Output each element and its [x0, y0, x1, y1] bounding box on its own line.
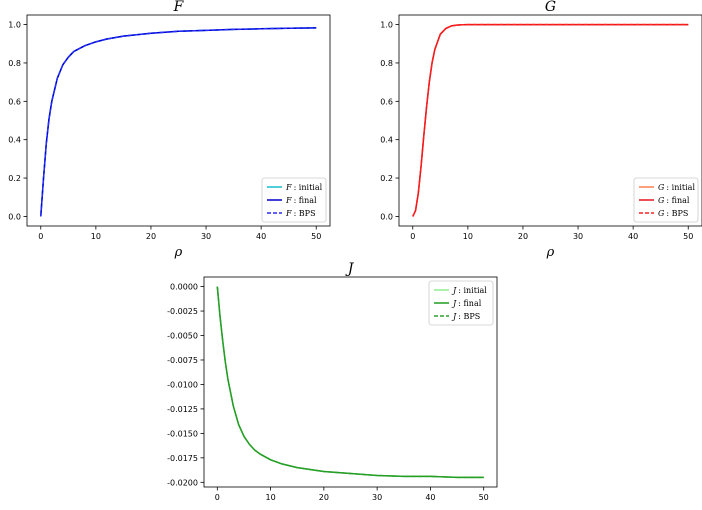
legend-label-J: J: BPS [451, 312, 480, 321]
y-tick-label-G: 0.4 [380, 136, 393, 145]
x-tick-label-J: 0 [215, 493, 220, 502]
y-tick-label-J: -0.0125 [167, 405, 198, 414]
y-tick-label-J: -0.0025 [167, 307, 198, 316]
legend-label-F: F: final [285, 196, 317, 205]
y-tick-label-F: 0.4 [8, 136, 21, 145]
y-tick-label-F: 0.0 [8, 212, 21, 221]
x-tick-label-G: 50 [683, 232, 693, 241]
legend-label-J: J: final [451, 299, 482, 308]
legend-label-G: G: final [658, 196, 690, 205]
x-tick-label-J: 20 [319, 493, 329, 502]
legend-box-J [428, 280, 494, 326]
y-tick-label-J: -0.0175 [167, 454, 198, 463]
y-tick-label-J: -0.0100 [167, 380, 198, 389]
x-tick-label-J: 30 [372, 493, 382, 502]
x-tick-label-F: 30 [201, 232, 211, 241]
legend-J: J: initial J: final J: BPS [428, 280, 494, 326]
y-tick-label-J: -0.0050 [167, 332, 198, 341]
y-tick-label-G: 0.8 [380, 59, 393, 68]
legend-label-F: F: initial [285, 183, 323, 192]
legend-label-J: J: initial [451, 286, 487, 295]
x-tick-label-F: 20 [146, 232, 156, 241]
y-tick-label-F: 0.6 [8, 97, 21, 106]
y-tick-label-J: -0.0150 [167, 429, 198, 438]
x-tick-label-F: 0 [38, 232, 43, 241]
x-tick-label-G: 30 [573, 232, 583, 241]
legend-F: F: initial F: final F: BPS [261, 177, 327, 223]
series-line-F-bps [40, 27, 317, 217]
series-line-J-bps [216, 286, 484, 479]
x-tick-label-F: 10 [91, 232, 101, 241]
plot-frame-F [26, 14, 331, 227]
x-tick-label-F: 50 [311, 232, 321, 241]
x-tick-label-J: 10 [265, 493, 275, 502]
x-tick-label-F: 40 [256, 232, 266, 241]
y-tick-label-G: 1.0 [380, 21, 393, 30]
series-line-G-bps [412, 23, 689, 217]
plot-frame-J [203, 276, 498, 488]
chart-G: G 0 10 20 30 40 50 0.0 0.2 0.4 0.6 0.8 1.0 ρ G: initia… [380, 0, 702, 260]
x-axis-label-G: ρ [546, 245, 555, 260]
chart-F: F 0 10 20 30 40 50 0.0 0.2 0.4 0.6 0.8 1.0 ρ F: initia… [8, 0, 331, 260]
chart-title-G: G [545, 0, 556, 15]
x-tick-label-J: 40 [425, 493, 435, 502]
x-axis-label-F: ρ [174, 245, 183, 260]
legend-G: G: initial G: final G: BPS [633, 177, 699, 223]
y-tick-label-G: 0.0 [380, 212, 393, 221]
y-tick-label-F: 1.0 [8, 21, 21, 30]
chart-J: J 0 10 20 30 40 50 0.0000 -0.0025 -0.0050 -0.0075 -… [167, 261, 498, 510]
legend-label-F: F: BPS [285, 209, 316, 218]
legend-box-G [633, 177, 699, 223]
chart-title-J: J [345, 261, 355, 277]
legend-label-G: G: BPS [658, 209, 688, 218]
x-tick-label-G: 20 [518, 232, 528, 241]
plot-frame-G [398, 14, 702, 227]
y-tick-label-J: 0.0000 [170, 283, 198, 292]
chart-title-F: F [173, 0, 185, 15]
legend-label-G: G: initial [658, 183, 695, 192]
y-tick-label-F: 0.8 [8, 59, 21, 68]
x-tick-label-J: 50 [479, 493, 489, 502]
y-tick-label-G: 0.2 [380, 174, 393, 183]
x-axis-label-J: ρ [346, 506, 355, 510]
x-tick-label-G: 40 [628, 232, 638, 241]
y-tick-label-F: 0.2 [8, 174, 21, 183]
legend-box-F [261, 177, 327, 223]
x-tick-label-G: 10 [463, 232, 473, 241]
x-tick-label-G: 0 [410, 232, 415, 241]
y-tick-label-J: -0.0200 [167, 478, 198, 487]
y-tick-label-J: -0.0075 [167, 356, 198, 365]
y-tick-label-G: 0.6 [380, 97, 393, 106]
